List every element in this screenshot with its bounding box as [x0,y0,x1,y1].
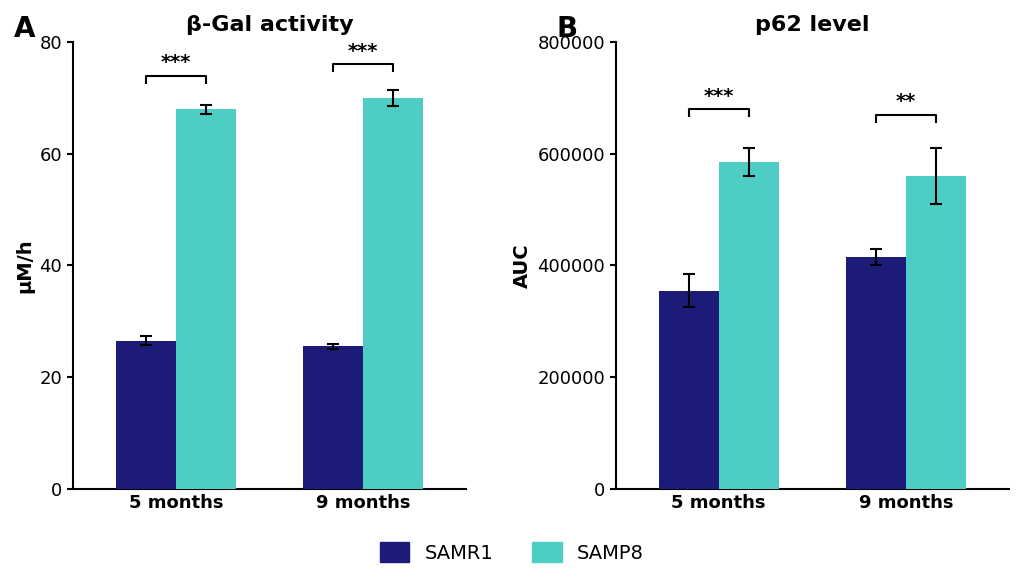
Title: p62 level: p62 level [755,15,869,35]
Y-axis label: AUC: AUC [513,243,531,288]
Text: ***: *** [703,87,734,105]
Bar [116,341,176,489]
Bar [364,98,423,489]
Bar [906,176,966,489]
Bar [658,290,719,489]
Title: β-Gal activity: β-Gal activity [185,15,353,35]
Text: ***: *** [348,42,378,61]
Text: A: A [13,15,35,43]
Text: ***: *** [161,53,190,72]
Text: **: ** [896,92,916,111]
Text: B: B [557,15,578,43]
Bar [303,346,364,489]
Bar [176,109,236,489]
Legend: SAMR1, SAMP8: SAMR1, SAMP8 [371,533,653,572]
Bar [719,162,778,489]
Bar [846,257,906,489]
Y-axis label: μM/h: μM/h [15,238,34,293]
